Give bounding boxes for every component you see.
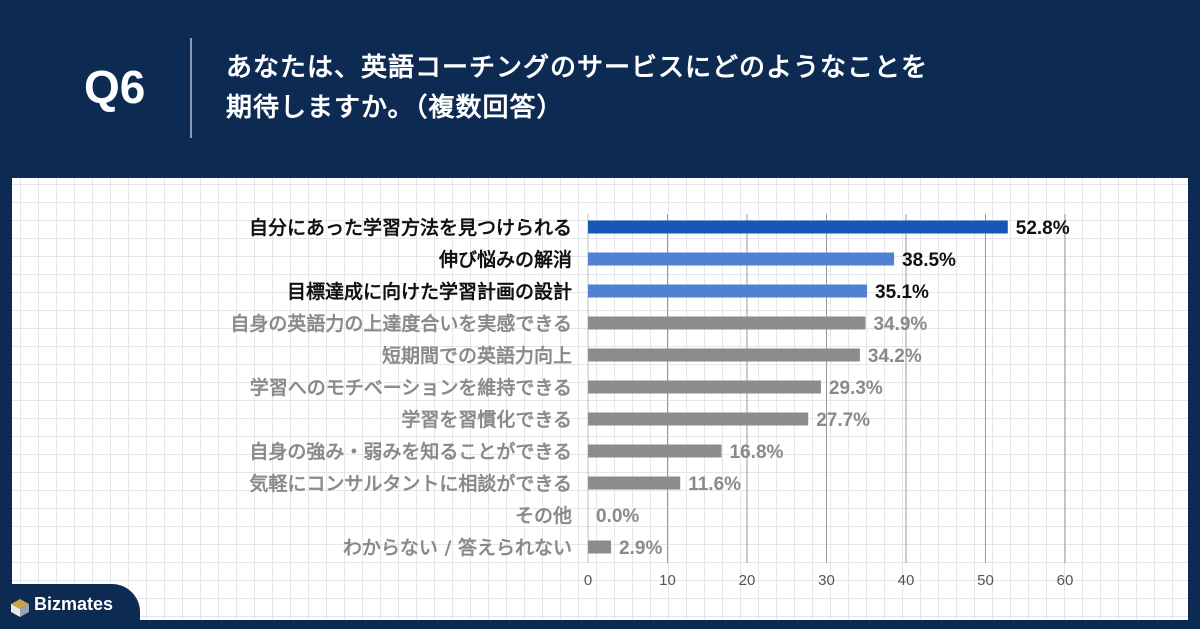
bar [588, 412, 809, 426]
header: Q6 あなたは、英語コーチングのサービスにどのようなことを 期待しますか。（複数… [0, 0, 1200, 178]
x-tick-label: 50 [977, 572, 994, 589]
value-label: 52.8% [1016, 218, 1070, 239]
category-label: 自身の英語力の上達度合いを実感できる [230, 312, 572, 335]
category-label: わからない / 答えられない [343, 536, 572, 559]
bar [588, 220, 1008, 234]
value-label: 0.0% [596, 506, 639, 527]
value-label: 35.1% [875, 282, 929, 303]
bar [588, 252, 895, 266]
value-label: 2.9% [619, 538, 662, 559]
question-line-1: あなたは、英語コーチングのサービスにどのようなことを [226, 53, 929, 83]
brand-name: Bizmates [34, 594, 114, 614]
x-tick-label: 0 [584, 572, 592, 589]
value-label: 29.3% [829, 378, 883, 399]
bar [588, 444, 722, 458]
value-label: 16.8% [730, 442, 784, 463]
value-label: 27.7% [816, 410, 870, 431]
category-label: 気軽にコンサルタントに相談ができる [249, 472, 572, 495]
value-label: 34.2% [868, 346, 922, 367]
category-label: 伸び悩みの解消 [438, 248, 572, 271]
bar [588, 540, 612, 554]
category-label: 目標達成に向けた学習計画の設計 [287, 280, 572, 303]
question-number: Q6 [84, 61, 146, 113]
chart-panel: 0 10 20 30 40 50 60 自分にあった学習方法を見つけられる 52.8% 伸び悩みの… [12, 178, 1188, 620]
bar [588, 380, 821, 394]
category-label: 短期間での英語力向上 [382, 344, 572, 367]
brand-logo: Bizmates [0, 584, 140, 629]
brand-logo-icon [11, 599, 29, 617]
x-tick-label: 60 [1057, 572, 1074, 589]
value-label: 34.9% [873, 314, 927, 335]
category-label: その他 [515, 504, 572, 527]
category-label: 学習へのモチベーションを維持できる [250, 376, 572, 399]
bar-chart: 0 10 20 30 40 50 60 自分にあった学習方法を見つけられる 52.8% 伸び悩みの… [230, 214, 1074, 589]
category-label: 自身の強み・弱みを知ることができる [249, 440, 572, 463]
category-label: 自分にあった学習方法を見つけられる [249, 216, 572, 239]
value-label: 11.6% [688, 474, 741, 495]
header-divider [190, 38, 192, 138]
question-text: あなたは、英語コーチングのサービスにどのようなことを 期待しますか。（複数回答） [226, 48, 1126, 128]
bar [588, 316, 866, 330]
bar [588, 476, 681, 490]
value-label: 38.5% [902, 250, 956, 271]
question-line-2: 期待しますか。（複数回答） [226, 93, 564, 123]
x-tick-label: 10 [659, 572, 676, 589]
x-tick-label: 20 [739, 572, 756, 589]
bar [588, 348, 860, 362]
x-tick-label: 30 [818, 572, 835, 589]
bar [588, 284, 868, 298]
category-label: 学習を習慣化できる [401, 408, 572, 431]
x-tick-label: 40 [898, 572, 915, 589]
